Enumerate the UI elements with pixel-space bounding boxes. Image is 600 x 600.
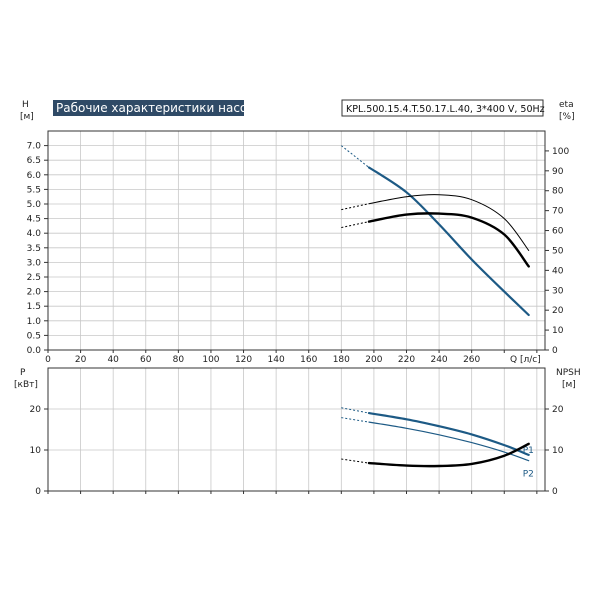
model-box bbox=[341, 99, 544, 117]
bottom-plot-frame bbox=[47, 367, 546, 492]
top-left-tick-label: 4.5 bbox=[27, 215, 41, 225]
model-label: KPL.500.15.4.T.50.17.L.40, 3*400 V, 50Hz bbox=[346, 104, 545, 115]
bottom-right-tick-label: 20 bbox=[552, 405, 564, 415]
top-right-axis-label: eta bbox=[559, 100, 574, 110]
title-box bbox=[53, 100, 244, 116]
bottom-left-axis-unit: [кВт] bbox=[14, 380, 38, 390]
bottom-right-tick-label: 10 bbox=[552, 446, 564, 456]
top-series-0-curve bbox=[367, 166, 530, 317]
top-right-tick-label: 50 bbox=[552, 246, 564, 256]
top-left-tick-label: 2.0 bbox=[27, 288, 42, 298]
top-series-0-extension bbox=[341, 145, 370, 168]
top-left-tick-label: 0.5 bbox=[27, 331, 41, 341]
top-x-tick-label: 180 bbox=[333, 355, 350, 365]
bottom-series-0-curve bbox=[367, 412, 530, 456]
top-x-tick-label: 140 bbox=[268, 355, 285, 365]
top-plot-area bbox=[48, 131, 545, 350]
top-x-tick-label: 0 bbox=[45, 355, 51, 365]
bottom-series-label-p2: P2 bbox=[523, 470, 534, 480]
top-left-tick-label: 7.0 bbox=[27, 142, 42, 152]
top-plot-frame bbox=[47, 130, 546, 351]
bottom-series-2-curve bbox=[367, 442, 530, 468]
top-x-tick-label: 40 bbox=[107, 355, 119, 365]
bottom-chart-plot: 0 10 20 0 10 20 P1 P2 bbox=[30, 367, 564, 497]
top-series-2-curve bbox=[367, 212, 530, 268]
top-right-tick-label: 80 bbox=[552, 187, 564, 197]
top-x-tick-label: 240 bbox=[430, 355, 447, 365]
top-left-tick-label: 2.5 bbox=[27, 273, 41, 283]
top-left-tick-label: 1.0 bbox=[27, 317, 42, 327]
bottom-left-axis-label: P bbox=[20, 368, 26, 378]
top-left-tick-label: 6.5 bbox=[27, 156, 41, 166]
top-left-tick-label: 1.5 bbox=[27, 302, 41, 312]
top-right-tick-label: 30 bbox=[552, 286, 564, 296]
top-right-tick-label: 40 bbox=[552, 266, 564, 276]
top-right-tick-label: 70 bbox=[552, 207, 564, 217]
bottom-series-2-extension bbox=[341, 458, 370, 464]
top-right-tick-label: 90 bbox=[552, 167, 564, 177]
top-right-tick-label: 10 bbox=[552, 326, 564, 336]
top-left-tick-label: 6.0 bbox=[27, 171, 42, 181]
bottom-series-1-curve bbox=[368, 421, 530, 462]
top-x-tick-label: 220 bbox=[398, 355, 415, 365]
bottom-right-axis-unit: [м] bbox=[562, 380, 576, 390]
top-series-1-curve bbox=[368, 194, 530, 251]
bottom-left-tick-label: 0 bbox=[35, 487, 41, 497]
bottom-left-tick-label: 20 bbox=[30, 405, 42, 415]
bottom-left-tick-label: 10 bbox=[30, 446, 42, 456]
top-left-tick-label: 3.0 bbox=[27, 258, 42, 268]
top-right-tick-label: 0 bbox=[552, 346, 558, 356]
bottom-series-1-extension bbox=[341, 417, 370, 423]
top-left-tick-label: 5.5 bbox=[27, 185, 41, 195]
bottom-series-label-p1: P1 bbox=[523, 446, 534, 456]
top-chart-plot: 0.0 0.5 1.0 1.5 2.0 2.5 3.0 3.5 4.0 4.5 5.0 5.5 6.0 6… bbox=[27, 130, 569, 365]
top-x-tick-label: 80 bbox=[173, 355, 185, 365]
bottom-series-0-extension bbox=[341, 407, 370, 414]
top-left-tick-label: 0.0 bbox=[27, 346, 42, 356]
top-left-axis-unit: [м] bbox=[20, 112, 34, 122]
top-right-axis-unit: [%] bbox=[559, 112, 575, 122]
top-x-tick-label: 120 bbox=[235, 355, 252, 365]
bottom-right-tick-label: 0 bbox=[552, 487, 558, 497]
top-series-2-extension bbox=[341, 221, 370, 229]
top-x-tick-label: 160 bbox=[300, 355, 317, 365]
top-left-tick-label: 4.0 bbox=[27, 229, 42, 239]
top-left-axis-label: H bbox=[22, 100, 29, 110]
chart-title: Рабочие характеристики насоса bbox=[56, 101, 261, 115]
top-series-1-extension bbox=[341, 203, 370, 211]
top-right-tick-label: 100 bbox=[552, 147, 569, 157]
top-x-tick-label: 200 bbox=[365, 355, 382, 365]
top-x-tick-label: 60 bbox=[140, 355, 152, 365]
bottom-right-axis-label: NPSH bbox=[556, 368, 581, 378]
top-left-tick-label: 5.0 bbox=[27, 200, 42, 210]
top-x-axis-label: Q [л/с] bbox=[510, 355, 541, 365]
bottom-plot-area bbox=[48, 368, 545, 491]
top-x-tick-label: 20 bbox=[75, 355, 87, 365]
top-x-tick-label: 260 bbox=[463, 355, 480, 365]
top-right-tick-label: 20 bbox=[552, 306, 564, 316]
top-left-tick-label: 3.5 bbox=[27, 244, 41, 254]
top-right-tick-label: 60 bbox=[552, 227, 564, 237]
top-x-tick-label: 100 bbox=[202, 355, 219, 365]
